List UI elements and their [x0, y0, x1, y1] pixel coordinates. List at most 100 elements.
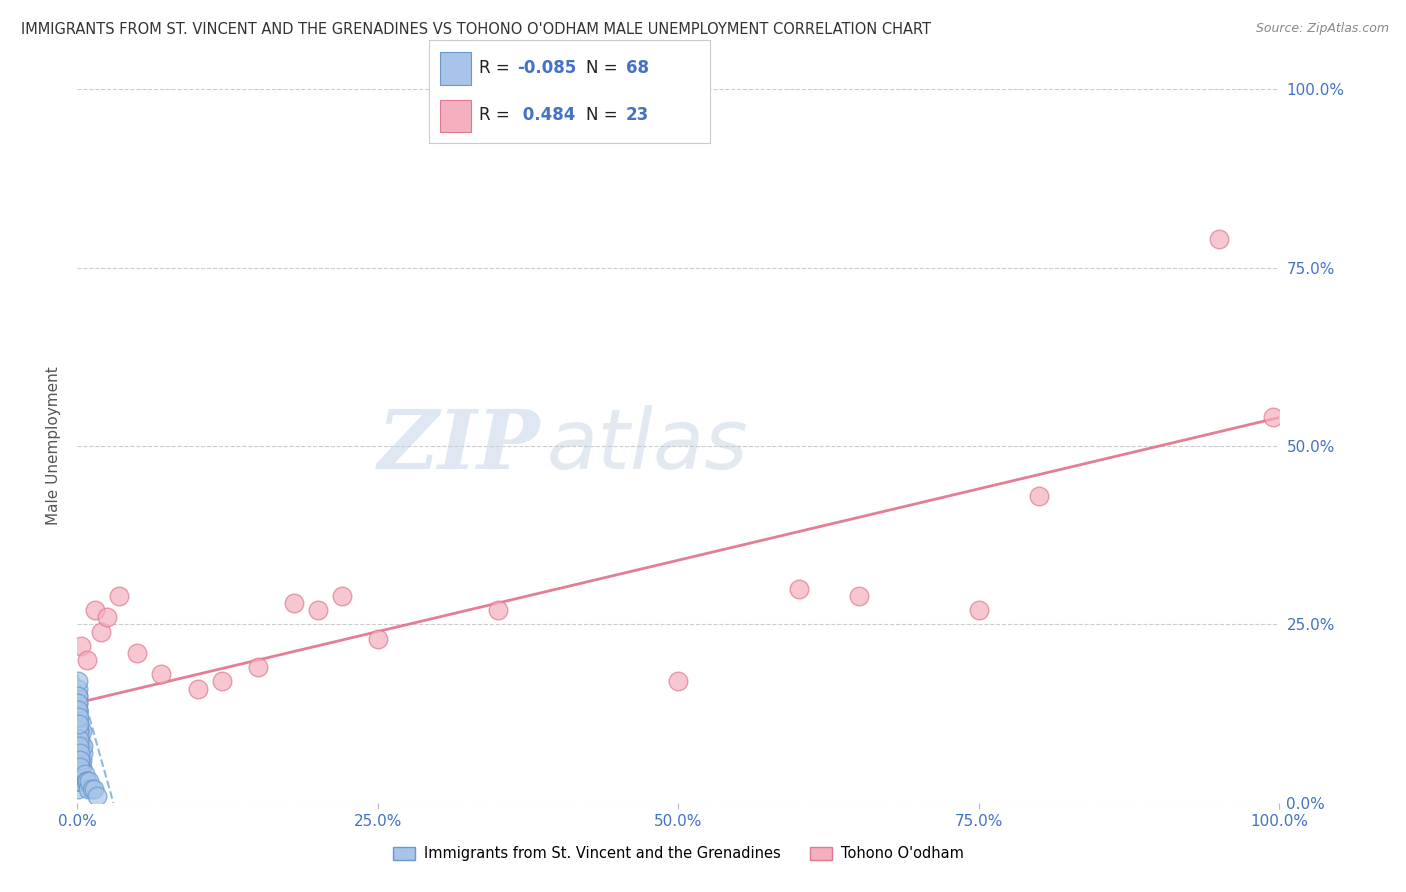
Point — [787, 582, 810, 596]
Point — [67, 710, 90, 724]
Point — [69, 760, 91, 774]
Point — [67, 746, 90, 760]
Point — [187, 681, 209, 696]
Text: 0.484: 0.484 — [517, 106, 576, 124]
Point — [1208, 232, 1230, 246]
Point — [108, 589, 131, 603]
Point — [848, 589, 870, 603]
Point — [67, 717, 90, 731]
Text: 23: 23 — [626, 106, 650, 124]
Text: ZIP: ZIP — [378, 406, 540, 486]
Point — [66, 696, 89, 710]
Point — [66, 703, 89, 717]
Point — [70, 767, 93, 781]
Point — [67, 717, 90, 731]
Point — [67, 689, 90, 703]
Point — [90, 624, 112, 639]
Point — [211, 674, 233, 689]
Point — [67, 731, 90, 746]
Text: 68: 68 — [626, 59, 648, 77]
Point — [66, 674, 89, 689]
Point — [66, 753, 89, 767]
Point — [70, 724, 93, 739]
Point — [66, 746, 89, 760]
Point — [70, 639, 93, 653]
Point — [73, 767, 96, 781]
Text: N =: N = — [586, 106, 623, 124]
Point — [330, 589, 353, 603]
Point — [66, 681, 89, 696]
FancyBboxPatch shape — [440, 53, 471, 86]
Point — [69, 731, 91, 746]
Point — [72, 746, 94, 760]
Point — [67, 760, 90, 774]
Point — [1028, 489, 1050, 503]
Text: atlas: atlas — [546, 406, 748, 486]
Point — [67, 767, 90, 781]
Text: N =: N = — [586, 59, 623, 77]
Point — [75, 774, 97, 789]
Point — [69, 731, 91, 746]
Point — [96, 610, 118, 624]
Point — [77, 781, 100, 796]
Point — [72, 739, 94, 753]
Point — [307, 603, 329, 617]
Text: R =: R = — [479, 59, 516, 77]
Point — [86, 789, 108, 803]
Point — [66, 739, 89, 753]
Point — [66, 731, 89, 746]
Point — [69, 753, 91, 767]
Point — [67, 739, 90, 753]
Point — [69, 753, 91, 767]
Legend: Immigrants from St. Vincent and the Grenadines, Tohono O'odham: Immigrants from St. Vincent and the Gren… — [388, 840, 969, 867]
Point — [67, 739, 90, 753]
Point — [67, 696, 90, 710]
Point — [67, 703, 90, 717]
Point — [67, 739, 90, 753]
Point — [70, 753, 93, 767]
Point — [67, 710, 90, 724]
Point — [76, 653, 98, 667]
Point — [69, 746, 91, 760]
Point — [79, 774, 101, 789]
Text: IMMIGRANTS FROM ST. VINCENT AND THE GRENADINES VS TOHONO O'ODHAM MALE UNEMPLOYME: IMMIGRANTS FROM ST. VINCENT AND THE GREN… — [21, 22, 931, 37]
Text: R =: R = — [479, 106, 516, 124]
Point — [127, 646, 149, 660]
Point — [66, 781, 89, 796]
Point — [1263, 410, 1285, 425]
Point — [69, 760, 91, 774]
Point — [67, 767, 90, 781]
Y-axis label: Male Unemployment: Male Unemployment — [46, 367, 62, 525]
Point — [70, 760, 93, 774]
Point — [67, 774, 90, 789]
Point — [66, 710, 89, 724]
Text: Source: ZipAtlas.com: Source: ZipAtlas.com — [1256, 22, 1389, 36]
Point — [66, 774, 89, 789]
Point — [367, 632, 389, 646]
Point — [83, 781, 105, 796]
Point — [66, 717, 89, 731]
Point — [69, 760, 91, 774]
Point — [67, 717, 90, 731]
Point — [76, 774, 98, 789]
Point — [80, 781, 103, 796]
Point — [668, 674, 690, 689]
Point — [967, 603, 990, 617]
Point — [70, 739, 93, 753]
Point — [69, 753, 91, 767]
Point — [67, 724, 90, 739]
Point — [69, 746, 91, 760]
Point — [67, 746, 90, 760]
Text: -0.085: -0.085 — [517, 59, 576, 77]
Point — [67, 724, 90, 739]
Point — [246, 660, 269, 674]
FancyBboxPatch shape — [440, 100, 471, 132]
Point — [67, 760, 90, 774]
Point — [283, 596, 305, 610]
Point — [67, 710, 90, 724]
Point — [67, 703, 90, 717]
Point — [67, 753, 90, 767]
Point — [66, 767, 89, 781]
Point — [486, 603, 509, 617]
Point — [66, 760, 89, 774]
